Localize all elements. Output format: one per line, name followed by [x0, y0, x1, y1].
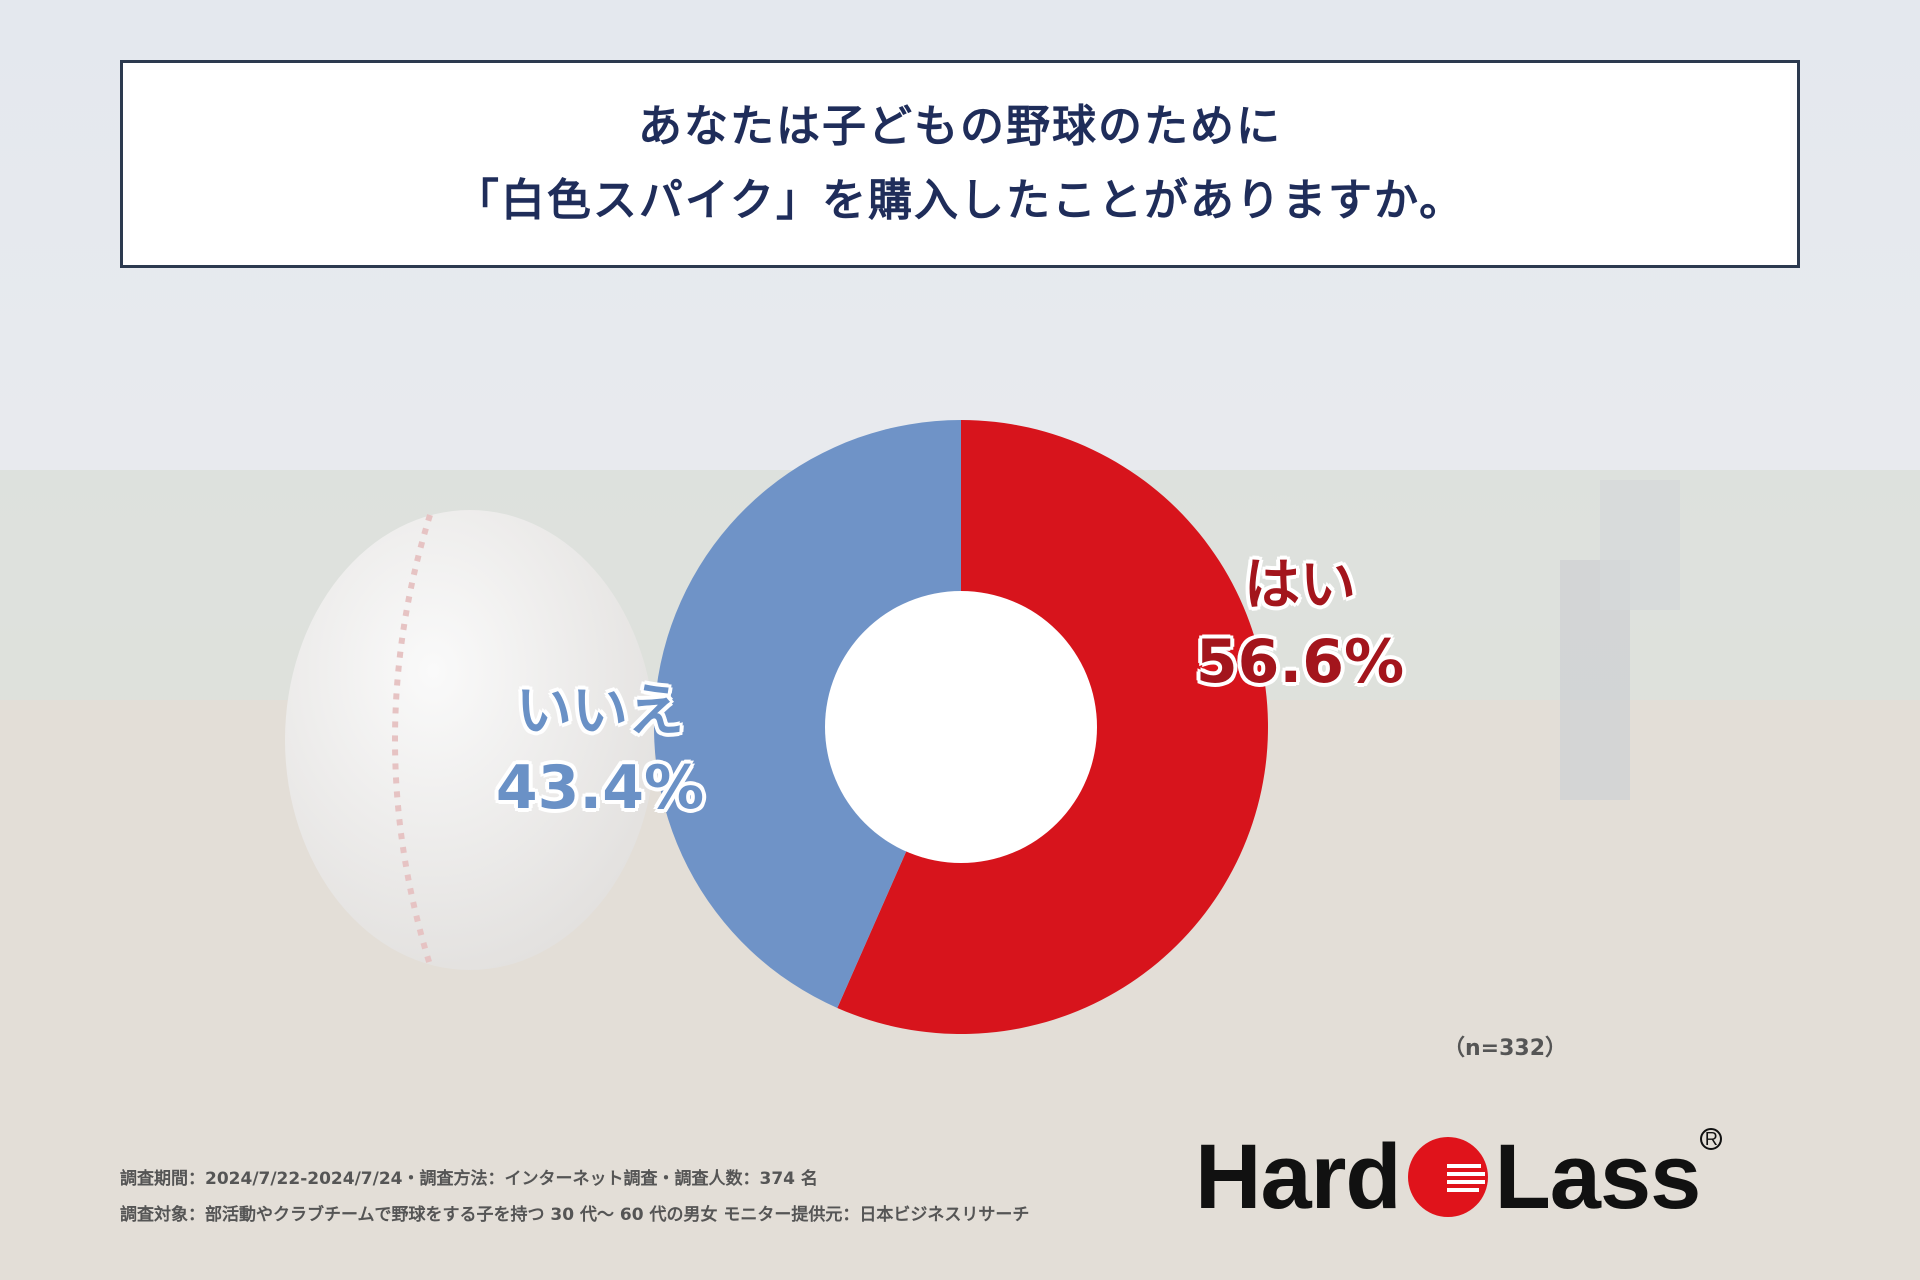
- slice-label-no: いいえ 43.4%: [450, 676, 750, 828]
- sample-size: （n=332）: [1442, 1036, 1568, 1061]
- hardlass-logo: Hard Lass R: [1195, 1122, 1723, 1232]
- slice-no: [654, 420, 961, 1008]
- footnote-survey-target: 調査対象：部活動やクラブチームで野球をする子を持つ 30 代〜 60 代の男女 …: [120, 1205, 1030, 1225]
- slice-label-yes: はい 56.6%: [1150, 550, 1450, 702]
- slice-value-no: 43.4%: [495, 753, 705, 823]
- slice-name-no: いいえ: [516, 679, 684, 744]
- donut-hole: [825, 591, 1097, 863]
- slice-name-yes: はい: [1244, 553, 1356, 618]
- title-line-2: 「白色スパイク」を購入したことがありますか。: [454, 175, 1466, 226]
- title-box: あなたは子どもの野球のために 「白色スパイク」を購入したことがありますか。: [120, 60, 1800, 268]
- title-line-1: あなたは子どもの野球のために: [638, 101, 1282, 152]
- logo-ball-icon: [1407, 1137, 1488, 1217]
- registered-mark: R: [1700, 1128, 1723, 1150]
- footnote-survey-period: 調査期間：2024/7/22-2024/7/24・調査方法：インターネット調査・…: [120, 1169, 818, 1189]
- slice-value-yes: 56.6%: [1195, 627, 1405, 697]
- baseball-image: [285, 510, 655, 970]
- logo-text-right: Lass: [1494, 1125, 1702, 1228]
- logo-text-left: Hard: [1195, 1125, 1402, 1228]
